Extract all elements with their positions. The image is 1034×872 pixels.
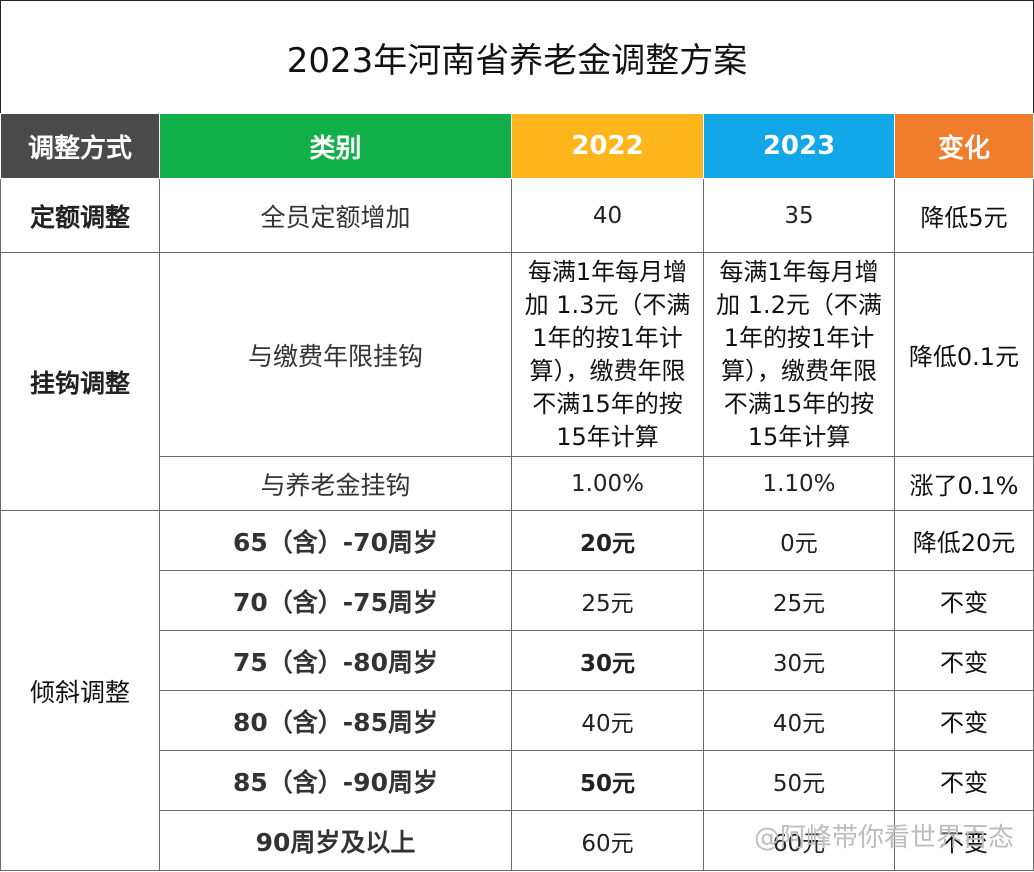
category-cell: 85（含）-90周岁 bbox=[159, 750, 512, 811]
value-2022: 40 bbox=[511, 178, 704, 253]
value-2023: 60元 bbox=[703, 810, 895, 871]
category-cell: 与缴费年限挂钩 bbox=[159, 252, 512, 457]
table-row: 70（含）-75周岁 25元 25元 不变 bbox=[1, 570, 1034, 631]
group-linked: 挂钩调整 bbox=[0, 252, 160, 511]
change-cell: 涨了0.1% bbox=[894, 456, 1034, 511]
table-row: 90周岁及以上 60元 60元 不变 bbox=[1, 810, 1034, 871]
table-row: 定额调整 全员定额增加 40 35 降低5元 bbox=[0, 178, 1034, 253]
value-2022: 每满1年每月增加 1.3元（不满1年的按1年计算），缴费年限不满15年的按15年… bbox=[511, 252, 704, 457]
value-2022: 25元 bbox=[511, 570, 704, 631]
change-cell: 不变 bbox=[894, 690, 1034, 751]
change-cell: 不变 bbox=[894, 750, 1034, 811]
change-cell: 降低5元 bbox=[894, 178, 1034, 253]
value-2022: 20元 bbox=[511, 510, 704, 571]
value-2023: 每满1年每月增加 1.2元（不满1年的按1年计算），缴费年限不满15年的按15年… bbox=[703, 252, 895, 457]
value-2022: 50元 bbox=[511, 750, 704, 811]
value-2023: 25元 bbox=[703, 570, 895, 631]
header-2022: 2022 bbox=[511, 113, 704, 179]
header-method: 调整方式 bbox=[0, 113, 160, 179]
change-cell: 不变 bbox=[894, 810, 1034, 871]
pension-table: 调整方式 类别 2022 2023 变化 定额调整 全员定额增加 40 35 降… bbox=[0, 113, 1034, 871]
category-cell: 全员定额增加 bbox=[159, 178, 512, 253]
table-row: 80（含）-85周岁 40元 40元 不变 bbox=[1, 690, 1034, 751]
header-2023: 2023 bbox=[703, 113, 895, 179]
group-fixed: 定额调整 bbox=[0, 178, 160, 253]
change-cell: 降低0.1元 bbox=[894, 252, 1034, 457]
header-change: 变化 bbox=[894, 113, 1034, 179]
table-title: 2023年河南省养老金调整方案 bbox=[0, 0, 1034, 114]
value-2023: 0元 bbox=[703, 510, 895, 571]
value-2022: 30元 bbox=[511, 630, 704, 691]
value-2022: 40元 bbox=[511, 690, 704, 751]
table-row: 倾斜调整 65（含）-70周岁 20元 0元 降低20元 bbox=[0, 510, 1034, 871]
category-cell: 与养老金挂钩 bbox=[159, 456, 512, 511]
group-tilt: 倾斜调整 bbox=[0, 510, 160, 871]
value-2023: 1.10% bbox=[703, 456, 895, 511]
table-row: 挂钩调整 与缴费年限挂钩 每满1年每月增加 1.3元（不满1年的按1年计算），缴… bbox=[0, 252, 1034, 511]
category-cell: 65（含）-70周岁 bbox=[159, 510, 512, 571]
value-2023: 40元 bbox=[703, 690, 895, 751]
table-row: 85（含）-90周岁 50元 50元 不变 bbox=[1, 750, 1034, 811]
category-cell: 75（含）-80周岁 bbox=[159, 630, 512, 691]
value-2023: 30元 bbox=[703, 630, 895, 691]
header-row: 调整方式 类别 2022 2023 变化 bbox=[0, 113, 1034, 179]
value-2022: 1.00% bbox=[511, 456, 704, 511]
value-2022: 60元 bbox=[511, 810, 704, 871]
change-cell: 不变 bbox=[894, 570, 1034, 631]
table-row: 75（含）-80周岁 30元 30元 不变 bbox=[1, 630, 1034, 691]
category-cell: 90周岁及以上 bbox=[159, 810, 512, 871]
value-2023: 50元 bbox=[703, 750, 895, 811]
value-2023: 35 bbox=[703, 178, 895, 253]
change-cell: 降低20元 bbox=[894, 510, 1034, 571]
category-cell: 80（含）-85周岁 bbox=[159, 690, 512, 751]
change-cell: 不变 bbox=[894, 630, 1034, 691]
header-category: 类别 bbox=[159, 113, 512, 179]
category-cell: 70（含）-75周岁 bbox=[159, 570, 512, 631]
